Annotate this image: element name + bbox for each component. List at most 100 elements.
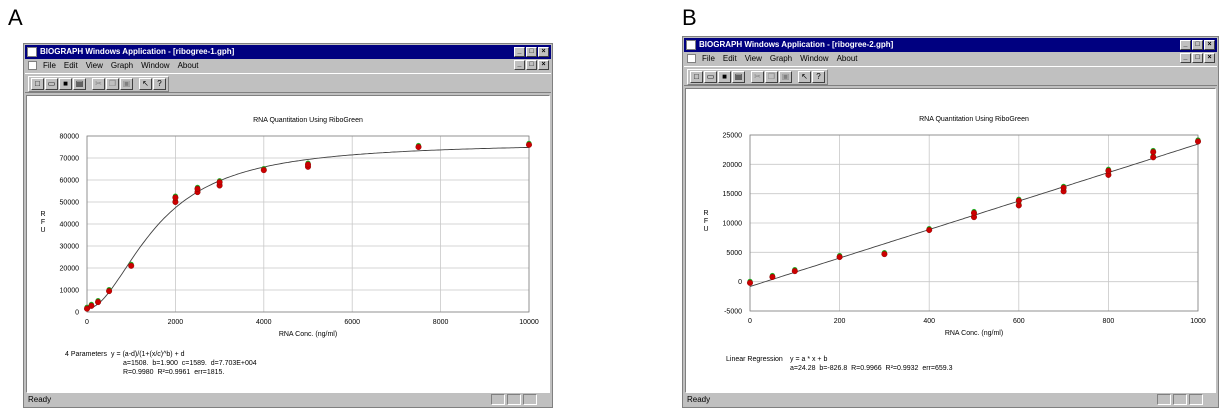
menu-graph[interactable]: Graph bbox=[110, 61, 134, 70]
child-restore-button[interactable]: □ bbox=[1192, 53, 1203, 63]
y-tick-label: 15000 bbox=[723, 191, 743, 198]
y-tick-label: 0 bbox=[75, 310, 79, 317]
open-folder-icon[interactable]: ▭ bbox=[704, 71, 717, 83]
data-point bbox=[88, 302, 95, 309]
copy-icon[interactable]: ❐ bbox=[765, 71, 778, 83]
maximize-button[interactable]: □ bbox=[526, 47, 537, 57]
menu-edit[interactable]: Edit bbox=[63, 61, 78, 70]
data-point bbox=[95, 299, 102, 306]
data-point bbox=[526, 141, 533, 148]
y-axis-label: U bbox=[40, 227, 45, 234]
help-icon[interactable]: ? bbox=[812, 71, 825, 83]
y-tick-label: 80000 bbox=[60, 134, 80, 141]
menu-bar: File Edit View Graph Window About _ □ × bbox=[25, 59, 551, 72]
panel-label-a: A bbox=[8, 5, 23, 30]
y-tick-label: 10000 bbox=[60, 288, 80, 295]
new-file-icon[interactable]: □ bbox=[31, 78, 44, 90]
child-close-button[interactable]: × bbox=[1204, 53, 1215, 63]
menu-file[interactable]: File bbox=[702, 54, 715, 63]
status-bar: Ready bbox=[25, 393, 551, 406]
copy-icon[interactable]: ❐ bbox=[106, 78, 119, 90]
app-window-b: BIOGRAPH Windows Application - [ribogree… bbox=[682, 36, 1219, 408]
menu-view[interactable]: View bbox=[85, 61, 103, 70]
data-point bbox=[1015, 197, 1022, 204]
data-point bbox=[1150, 154, 1157, 161]
fit-curve bbox=[86, 146, 530, 310]
print-icon[interactable]: ▤ bbox=[732, 71, 745, 83]
y-axis-label: U bbox=[703, 226, 708, 233]
data-point bbox=[791, 268, 798, 275]
menu-window[interactable]: Window bbox=[800, 54, 829, 63]
help-icon[interactable]: ? bbox=[153, 78, 166, 90]
y-axis-label: R bbox=[40, 211, 45, 218]
child-minimize-button[interactable]: _ bbox=[514, 60, 525, 70]
menu-graph[interactable]: Graph bbox=[769, 54, 793, 63]
x-tick-label: 8000 bbox=[433, 319, 449, 326]
data-point bbox=[881, 251, 888, 258]
y-axis-label: R bbox=[703, 210, 708, 217]
plot-frame bbox=[86, 135, 530, 313]
window-title: BIOGRAPH Windows Application - [ribogree… bbox=[40, 47, 235, 56]
y-tick-label: 20000 bbox=[60, 266, 80, 273]
data-point bbox=[769, 273, 776, 280]
close-button[interactable]: × bbox=[1204, 40, 1215, 50]
close-button[interactable]: × bbox=[538, 47, 549, 57]
child-close-button[interactable]: × bbox=[538, 60, 549, 70]
toolbar: □ ▭ ■ ▤ ✂ ❐ ▣ ↖ ? bbox=[25, 73, 551, 93]
y-tick-label: 70000 bbox=[60, 156, 80, 163]
menu-about[interactable]: About bbox=[177, 61, 199, 70]
app-icon bbox=[686, 40, 696, 50]
toolbar: □ ▭ ■ ▤ ✂ ❐ ▣ ↖ ? bbox=[684, 66, 1217, 86]
y-tick-label: 20000 bbox=[723, 162, 743, 169]
menu-view[interactable]: View bbox=[744, 54, 762, 63]
data-point bbox=[194, 185, 201, 192]
paste-icon[interactable]: ▣ bbox=[120, 78, 133, 90]
app-icon bbox=[27, 47, 37, 57]
child-restore-button[interactable]: □ bbox=[526, 60, 537, 70]
menu-edit[interactable]: Edit bbox=[722, 54, 737, 63]
data-point bbox=[128, 262, 135, 269]
new-file-icon[interactable]: □ bbox=[690, 71, 703, 83]
data-point bbox=[305, 161, 312, 168]
y-tick-label: 5000 bbox=[726, 250, 742, 257]
status-text: Ready bbox=[687, 395, 711, 404]
fit-equation: y = (a-d)/(1+(x/c)^b) + d bbox=[111, 351, 185, 358]
paste-icon[interactable]: ▣ bbox=[779, 71, 792, 83]
x-tick-label: 600 bbox=[1013, 318, 1025, 325]
x-tick-label: 400 bbox=[923, 318, 935, 325]
chart: RNA Quantitation Using RiboGreen -5000 0 50… bbox=[703, 116, 1205, 337]
y-tick-label: 60000 bbox=[60, 178, 80, 185]
x-tick-label: 4000 bbox=[256, 319, 272, 326]
x-tick-label: 6000 bbox=[344, 319, 360, 326]
menu-file[interactable]: File bbox=[43, 61, 56, 70]
chart-title: RNA Quantitation Using RiboGreen bbox=[919, 116, 1029, 123]
y-tick-label: -5000 bbox=[724, 309, 742, 316]
data-point bbox=[1150, 149, 1157, 156]
document-icon bbox=[687, 54, 696, 63]
save-icon[interactable]: ■ bbox=[718, 71, 731, 83]
fit-params: a=24.28 b=-826.8 R=0.9966 R²=0.9932 err=… bbox=[790, 365, 953, 372]
cut-icon[interactable]: ✂ bbox=[92, 78, 105, 90]
fit-equation: y = a * x + b bbox=[790, 356, 828, 363]
print-icon[interactable]: ▤ bbox=[73, 78, 86, 90]
data-point bbox=[971, 210, 978, 217]
minimize-button[interactable]: _ bbox=[1180, 40, 1191, 50]
cut-icon[interactable]: ✂ bbox=[751, 71, 764, 83]
panel-label-b: B bbox=[682, 5, 697, 30]
save-icon[interactable]: ■ bbox=[59, 78, 72, 90]
child-minimize-button[interactable]: _ bbox=[1180, 53, 1191, 63]
context-help-icon[interactable]: ↖ bbox=[798, 71, 811, 83]
y-tick-label: 0 bbox=[738, 279, 742, 286]
y-tick-label: 50000 bbox=[60, 200, 80, 207]
fit-label: 4 Parameters bbox=[65, 351, 108, 358]
menu-about[interactable]: About bbox=[836, 54, 858, 63]
status-bar: Ready bbox=[684, 393, 1217, 406]
document-icon bbox=[28, 61, 37, 70]
graph-area: RNA Quantitation Using RiboGreen 0 10000 20… bbox=[26, 95, 550, 393]
menu-window[interactable]: Window bbox=[141, 61, 170, 70]
maximize-button[interactable]: □ bbox=[1192, 40, 1203, 50]
data-point bbox=[172, 194, 179, 201]
open-folder-icon[interactable]: ▭ bbox=[45, 78, 58, 90]
context-help-icon[interactable]: ↖ bbox=[139, 78, 152, 90]
minimize-button[interactable]: _ bbox=[514, 47, 525, 57]
